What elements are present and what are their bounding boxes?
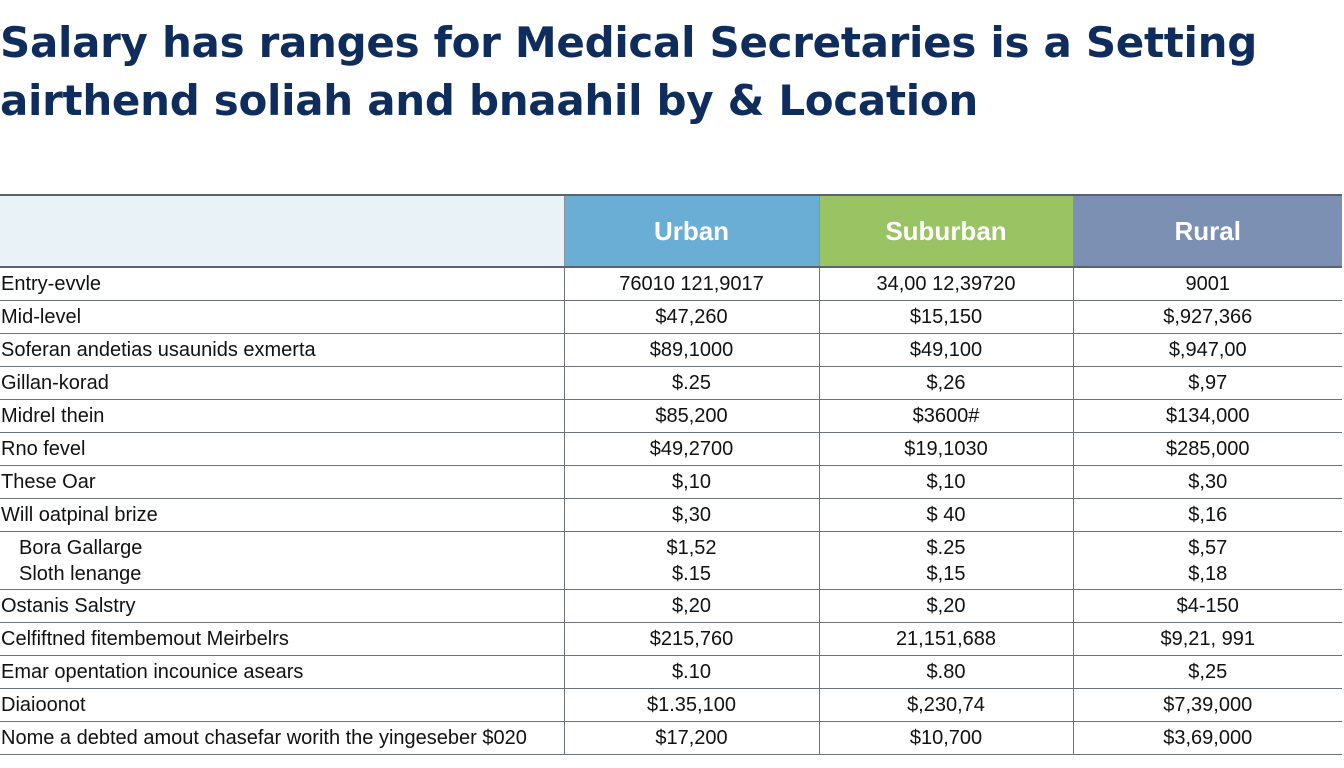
table-row: Rno fevel $49,2700 $19,1030 $285,000 bbox=[0, 432, 1342, 466]
suburban-value: $ 40 bbox=[818, 498, 1073, 532]
page-title: Salary has ranges for Medical Secretarie… bbox=[0, 14, 1340, 130]
suburban-value: 34,00 12,39720 bbox=[818, 267, 1073, 301]
suburban-value: $,230,74 bbox=[818, 688, 1073, 722]
urban-value: $.10 bbox=[563, 655, 819, 689]
rural-value: 9001 bbox=[1072, 267, 1342, 301]
urban-value: $,10 bbox=[563, 465, 819, 499]
row-label: Celfiftned fitembemout Meirbelrs bbox=[0, 622, 564, 656]
rural-value: $7,39,000 bbox=[1072, 688, 1342, 722]
row-label: Nome a debted amout chasefar worith the … bbox=[0, 721, 564, 755]
urban-value: $,20 bbox=[563, 589, 819, 623]
rural-value-line-1: $,57 bbox=[1188, 536, 1228, 559]
row-label: Entry-evvle bbox=[0, 267, 564, 301]
rural-value: $285,000 bbox=[1072, 432, 1342, 466]
row-label: Emar opentation incounice asears bbox=[0, 655, 564, 689]
table-row: Ostanis Salstry $,20 $,20 $4-150 bbox=[0, 589, 1342, 623]
rural-value: $,927,366 bbox=[1072, 300, 1342, 334]
row-label: Gillan-korad bbox=[0, 366, 564, 400]
suburban-value: $49,100 bbox=[818, 333, 1073, 367]
urban-value: $17,200 bbox=[563, 721, 819, 755]
table-header-row: Urban Suburban Rural bbox=[0, 194, 1342, 268]
suburban-value: $.25 $,15 bbox=[818, 531, 1073, 590]
suburban-value: $,20 bbox=[818, 589, 1073, 623]
row-label: Ostanis Salstry bbox=[0, 589, 564, 623]
rural-value: $,30 bbox=[1072, 465, 1342, 499]
urban-value: $215,760 bbox=[563, 622, 819, 656]
rural-value-line-2: $,18 bbox=[1188, 562, 1228, 585]
urban-value: $1.35,100 bbox=[563, 688, 819, 722]
rural-value: $,57 $,18 bbox=[1072, 531, 1342, 590]
urban-value-line-2: $.15 bbox=[672, 562, 711, 585]
rural-value: $134,000 bbox=[1072, 399, 1342, 433]
table-row: Nome a debted amout chasefar worith the … bbox=[0, 721, 1342, 755]
suburban-value: $10,700 bbox=[818, 721, 1073, 755]
suburban-value-line-1: $.25 bbox=[926, 536, 966, 559]
row-label: Rno fevel bbox=[0, 432, 564, 466]
row-label: These Oar bbox=[0, 465, 564, 499]
urban-value: $.25 bbox=[563, 366, 819, 400]
rural-value: $3,69,000 bbox=[1072, 721, 1342, 755]
table-row: Will oatpinal brize $,30 $ 40 $,16 bbox=[0, 498, 1342, 532]
row-label: Diaioonot bbox=[0, 688, 564, 722]
urban-value: $49,2700 bbox=[563, 432, 819, 466]
row-label: Bora Gallarge Sloth lenange bbox=[0, 531, 564, 590]
table-row: Soferan andetias usaunids exmerta $89,10… bbox=[0, 333, 1342, 367]
rural-value: $,16 bbox=[1072, 498, 1342, 532]
row-label-line-2: Sloth lenange bbox=[19, 562, 142, 585]
salary-table: Urban Suburban Rural Entry-evvle 76010 1… bbox=[0, 194, 1342, 755]
table-row: Celfiftned fitembemout Meirbelrs $215,76… bbox=[0, 622, 1342, 656]
row-label-line-1: Bora Gallarge bbox=[19, 536, 143, 559]
table-row: Midrel thein $85,200 $3600# $134,000 bbox=[0, 399, 1342, 433]
table-row: Gillan-korad $.25 $,26 $,97 bbox=[0, 366, 1342, 400]
urban-value: $1,52 $.15 bbox=[563, 531, 819, 590]
urban-value: $,30 bbox=[563, 498, 819, 532]
rural-value: $,25 bbox=[1072, 655, 1342, 689]
table-row: Bora Gallarge Sloth lenange $1,52 $.15 $… bbox=[0, 531, 1342, 590]
suburban-value: $,26 bbox=[818, 366, 1073, 400]
rural-value: $,97 bbox=[1072, 366, 1342, 400]
title-line-2: airthend soliah and bnaahil by & Locatio… bbox=[0, 76, 979, 125]
suburban-value: $3600# bbox=[818, 399, 1073, 433]
suburban-value: 21,151,688 bbox=[818, 622, 1073, 656]
table-row: Mid-level $47,260 $15,150 $,927,366 bbox=[0, 300, 1342, 334]
table-row: Entry-evvle 76010 121,9017 34,00 12,3972… bbox=[0, 267, 1342, 301]
urban-value: $85,200 bbox=[563, 399, 819, 433]
suburban-value: $.80 bbox=[818, 655, 1073, 689]
header-rural: Rural bbox=[1072, 194, 1342, 268]
row-label: Will oatpinal brize bbox=[0, 498, 564, 532]
header-blank-cell bbox=[0, 194, 564, 268]
title-line-1: Salary has ranges for Medical Secretarie… bbox=[0, 18, 1257, 67]
table-row: Emar opentation incounice asears $.10 $.… bbox=[0, 655, 1342, 689]
urban-value: 76010 121,9017 bbox=[563, 267, 819, 301]
table-row: Diaioonot $1.35,100 $,230,74 $7,39,000 bbox=[0, 688, 1342, 722]
suburban-value: $,10 bbox=[818, 465, 1073, 499]
rural-value: $,947,00 bbox=[1072, 333, 1342, 367]
row-label: Mid-level bbox=[0, 300, 564, 334]
urban-value: $47,260 bbox=[563, 300, 819, 334]
table-row: These Oar $,10 $,10 $,30 bbox=[0, 465, 1342, 499]
header-urban: Urban bbox=[563, 194, 819, 268]
suburban-value: $19,1030 bbox=[818, 432, 1073, 466]
urban-value-line-1: $1,52 bbox=[666, 536, 717, 559]
header-suburban: Suburban bbox=[818, 194, 1073, 268]
suburban-value: $15,150 bbox=[818, 300, 1073, 334]
suburban-value-line-2: $,15 bbox=[926, 562, 966, 585]
row-label: Midrel thein bbox=[0, 399, 564, 433]
rural-value: $9,21, 991 bbox=[1072, 622, 1342, 656]
urban-value: $89,1000 bbox=[563, 333, 819, 367]
rural-value: $4-150 bbox=[1072, 589, 1342, 623]
row-label: Soferan andetias usaunids exmerta bbox=[0, 333, 564, 367]
